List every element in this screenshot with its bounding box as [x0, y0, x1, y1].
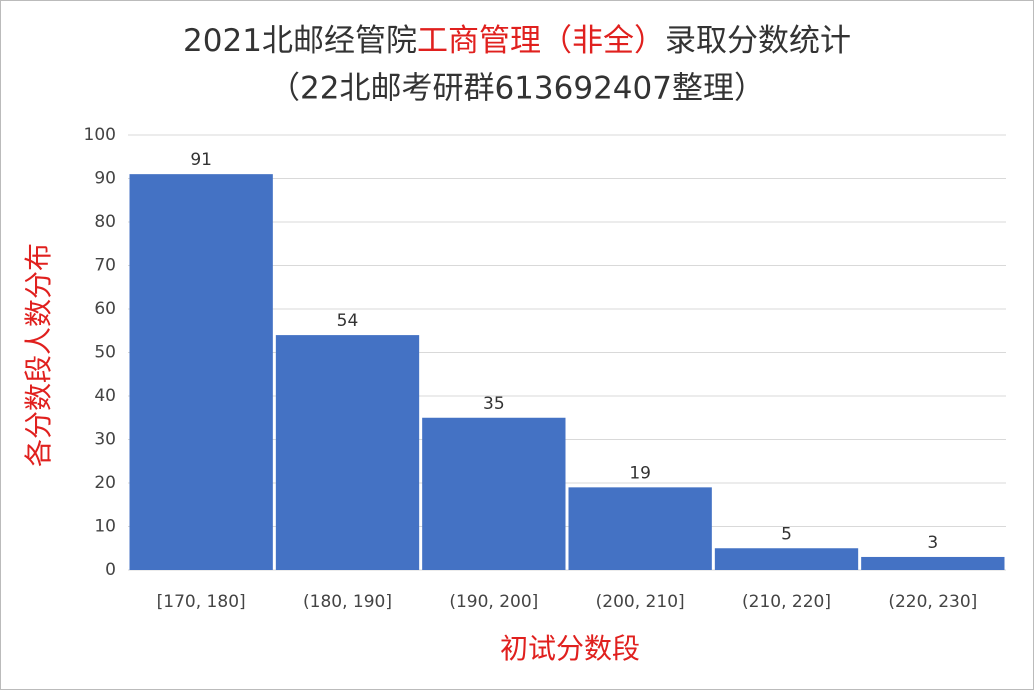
y-tick-label: 40	[94, 386, 116, 406]
x-tick-label: (190, 200]	[449, 592, 538, 612]
x-tick-label: (180, 190]	[303, 592, 392, 612]
y-tick-label: 10	[94, 517, 116, 537]
data-label: 91	[190, 150, 212, 170]
data-label: 5	[781, 524, 792, 544]
chart-subtitle: （22北邮考研群613692407整理）	[269, 71, 765, 107]
data-label: 3	[927, 533, 938, 553]
y-tick-label: 20	[94, 473, 116, 493]
x-tick-label: (210, 220]	[742, 592, 831, 612]
x-tick-label: [170, 180]	[157, 592, 246, 612]
x-tick-label: (200, 210]	[596, 592, 685, 612]
bar	[129, 174, 273, 570]
y-axis-label: 各分数段人数分布	[22, 243, 55, 467]
y-tick-label: 0	[105, 560, 116, 580]
x-axis-label: 初试分数段	[500, 632, 640, 665]
y-tick-label: 100	[84, 125, 116, 145]
data-label: 54	[337, 311, 359, 331]
title-part: 录取分数统计	[665, 23, 851, 59]
y-tick-label: 60	[94, 299, 116, 319]
y-tick-label: 80	[94, 212, 116, 232]
x-tick-label: (220, 230]	[888, 592, 977, 612]
bar	[568, 487, 712, 570]
title-part: 工商管理（非全）	[417, 23, 665, 59]
bar	[714, 548, 859, 570]
y-tick-label: 70	[94, 256, 116, 276]
chart-title: 2021北邮经管院工商管理（非全）录取分数统计	[183, 23, 851, 59]
y-tick-label: 90	[94, 169, 116, 189]
y-tick-label: 30	[94, 430, 116, 450]
bar	[861, 556, 1005, 570]
bar	[422, 417, 566, 570]
y-tick-label: 50	[94, 343, 116, 363]
bar	[275, 335, 420, 570]
data-label: 19	[629, 463, 651, 483]
title-part: 2021北邮经管院	[183, 23, 417, 59]
data-label: 35	[483, 394, 505, 414]
